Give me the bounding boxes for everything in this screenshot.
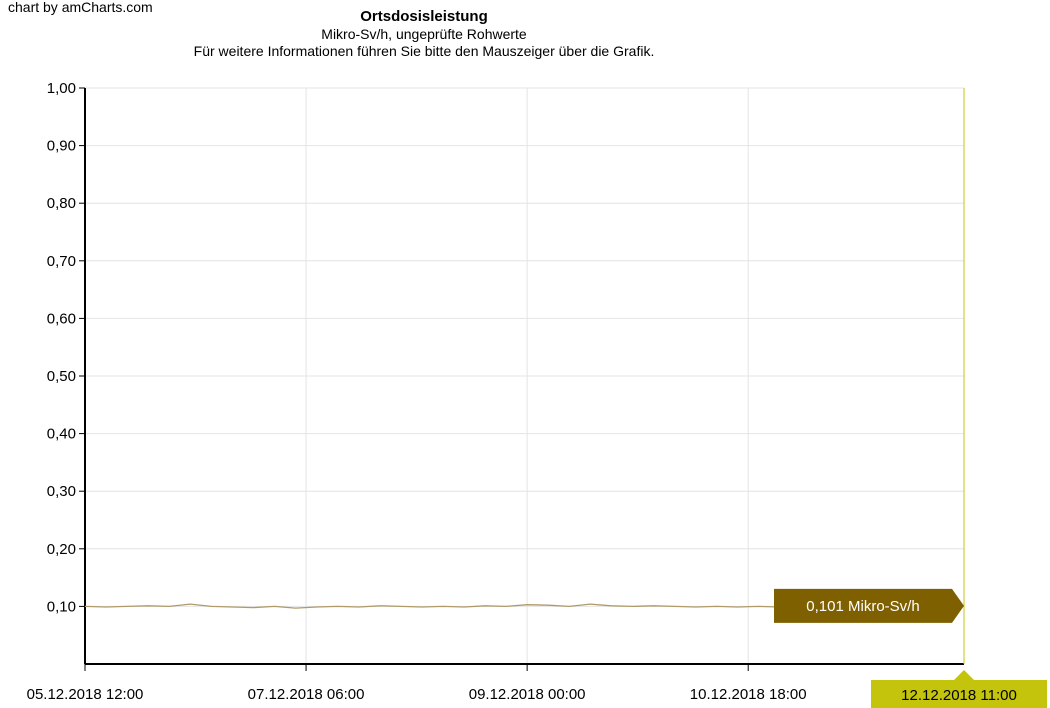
y-tick-label: 1,00 xyxy=(47,80,76,97)
y-tick-label: 0,40 xyxy=(47,426,76,443)
value-balloon-label: 0,101 Mikro-Sv/h xyxy=(806,598,919,615)
chart-title-block: Ortsdosisleistung Mikro-Sv/h, ungeprüfte… xyxy=(0,8,848,60)
series-line xyxy=(84,603,843,609)
y-tick-label: 0,50 xyxy=(47,368,76,385)
x-tick-label: 07.12.2018 06:00 xyxy=(248,686,365,703)
x-tick-label: 10.12.2018 18:00 xyxy=(690,686,807,703)
chart-cursor: 0,101 Mikro-Sv/h 12.12.2018 11:00 xyxy=(774,88,1047,708)
x-tick-label: 05.12.2018 12:00 xyxy=(27,686,144,703)
y-tick-label: 0,10 xyxy=(47,598,76,615)
chart-title: Ortsdosisleistung xyxy=(360,8,488,25)
y-tick-label: 0,80 xyxy=(47,195,76,212)
grid xyxy=(85,87,964,664)
series-layer xyxy=(84,603,843,609)
y-tick-label: 0,60 xyxy=(47,310,76,327)
y-tick-label: 0,90 xyxy=(47,138,76,155)
amcharts-credit[interactable]: chart by amCharts.com xyxy=(8,0,153,15)
chart-hint: Für weitere Informationen führen Sie bit… xyxy=(193,43,655,59)
x-tick-label: 09.12.2018 00:00 xyxy=(469,686,586,703)
value-balloon xyxy=(774,588,964,623)
y-tick-label: 0,30 xyxy=(47,483,76,500)
chart-subtitle: Mikro-Sv/h, ungeprüfte Rohwerte xyxy=(321,26,527,42)
axes: 1,00 0,90 0,80 0,70 0,60 0,50 0,40 0,30 0,20 0,10… xyxy=(27,80,964,703)
y-tick-label: 0,20 xyxy=(47,541,76,558)
date-balloon-label: 12.12.2018 11:00 xyxy=(901,687,1017,704)
date-balloon xyxy=(871,670,1047,708)
y-tick-label: 0,70 xyxy=(47,253,76,270)
